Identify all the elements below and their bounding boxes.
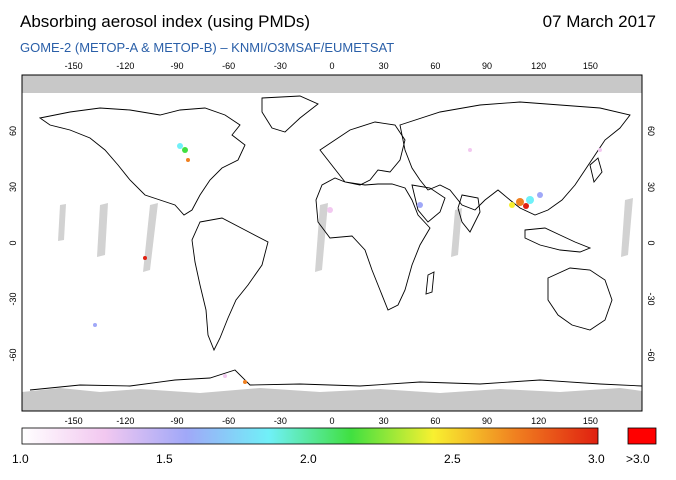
greenland [261, 95, 319, 133]
map-background [22, 75, 642, 411]
lat-tick-label-left: 0 [8, 240, 18, 245]
colorbar-label: 2.0 [300, 452, 317, 466]
aerosol-patch [186, 158, 190, 162]
orbit-gap [97, 203, 108, 257]
lat-tick-label-left: 30 [8, 182, 18, 192]
lon-tick-label-bottom: -150 [65, 416, 83, 426]
aerosol-patch [468, 148, 472, 152]
asia [399, 101, 631, 216]
lon-tick-label-bottom: 90 [482, 416, 492, 426]
madagascar [425, 271, 435, 295]
lon-tick-label-top: 0 [329, 61, 334, 71]
aerosol-patch [537, 192, 543, 198]
aerosol-patch [526, 196, 534, 204]
lat-tick-label-right: -30 [646, 292, 656, 305]
aerosol-patch [598, 148, 602, 152]
lat-tick-label-left: -30 [8, 292, 18, 305]
lon-tick-label-top: 120 [531, 61, 546, 71]
lon-tick-label-top: 150 [583, 61, 598, 71]
lon-tick-label-bottom: -60 [222, 416, 235, 426]
lon-tick-label-bottom: 150 [583, 416, 598, 426]
colorbar-overflow-swatch [627, 427, 657, 445]
lat-tick-label-right: 30 [646, 182, 656, 192]
lon-tick-label-top: 60 [430, 61, 440, 71]
aerosol-patches [93, 143, 602, 384]
europe-africa [315, 121, 431, 311]
lat-tick-label-left: 60 [8, 126, 18, 136]
colorbar-label: 1.0 [12, 452, 29, 466]
lon-tick-label-bottom: -120 [116, 416, 134, 426]
north-america [38, 107, 246, 216]
lon-tick-label-bottom: -90 [170, 416, 183, 426]
aerosol-patch [177, 143, 183, 149]
lon-tick-label-top: 90 [482, 61, 492, 71]
lat-tick-label-right: 0 [646, 240, 656, 245]
map-subtitle: GOME-2 (METOP-A & METOP-B) – KNMI/O3MSAF… [20, 40, 395, 55]
japan [589, 157, 603, 184]
orbit-gap [58, 204, 66, 241]
aerosol-patch [143, 256, 147, 260]
lon-tick-label-bottom: 30 [379, 416, 389, 426]
aerosol-patch [93, 323, 97, 327]
colorbar [21, 427, 599, 445]
north-no-data-band [22, 75, 642, 93]
aerosol-patch [417, 202, 423, 208]
aerosol-patch [327, 207, 333, 213]
aerosol-patch [516, 198, 524, 206]
arabia [411, 184, 446, 223]
lon-tick-label-top: 30 [379, 61, 389, 71]
orbit-gap [451, 208, 462, 257]
orbit-gap [143, 203, 158, 272]
lon-tick-label-top: -60 [222, 61, 235, 71]
south-no-data-band [22, 388, 642, 411]
orbit-gap [621, 198, 633, 257]
lat-tick-label-left: -60 [8, 348, 18, 361]
map-title: Absorbing aerosol index (using PMDs) [20, 12, 311, 31]
lon-tick-label-top: -30 [274, 61, 287, 71]
india [457, 194, 481, 233]
lon-tick-label-top: -150 [65, 61, 83, 71]
lon-tick-label-top: -120 [116, 61, 134, 71]
colorbar-overflow-label: >3.0 [626, 452, 650, 466]
australia [547, 267, 613, 331]
lon-tick-label-bottom: -30 [274, 416, 287, 426]
aerosol-patch [182, 147, 188, 153]
aerosol-patch [223, 374, 227, 378]
map-frame [21, 74, 643, 412]
map-date: 07 March 2017 [542, 12, 656, 31]
lon-tick-label-top: -90 [170, 61, 183, 71]
lat-tick-label-right: 60 [646, 126, 656, 136]
aerosol-patch [509, 202, 515, 208]
southeast-asia-islands [524, 227, 592, 253]
lon-tick-label-bottom: 0 [329, 416, 334, 426]
lon-tick-label-bottom: 60 [430, 416, 440, 426]
aerosol-patch [243, 380, 247, 384]
colorbar-label: 2.5 [444, 452, 461, 466]
orbit-gap [315, 203, 328, 272]
south-america [191, 217, 269, 352]
coastlines [29, 95, 642, 391]
antarctica [29, 369, 642, 391]
lat-tick-label-right: -60 [646, 348, 656, 361]
aerosol-patch [523, 203, 529, 209]
colorbar-label: 1.5 [156, 452, 173, 466]
lon-tick-label-bottom: 120 [531, 416, 546, 426]
colorbar-label: 3.0 [588, 452, 605, 466]
orbit-gaps [58, 198, 633, 272]
